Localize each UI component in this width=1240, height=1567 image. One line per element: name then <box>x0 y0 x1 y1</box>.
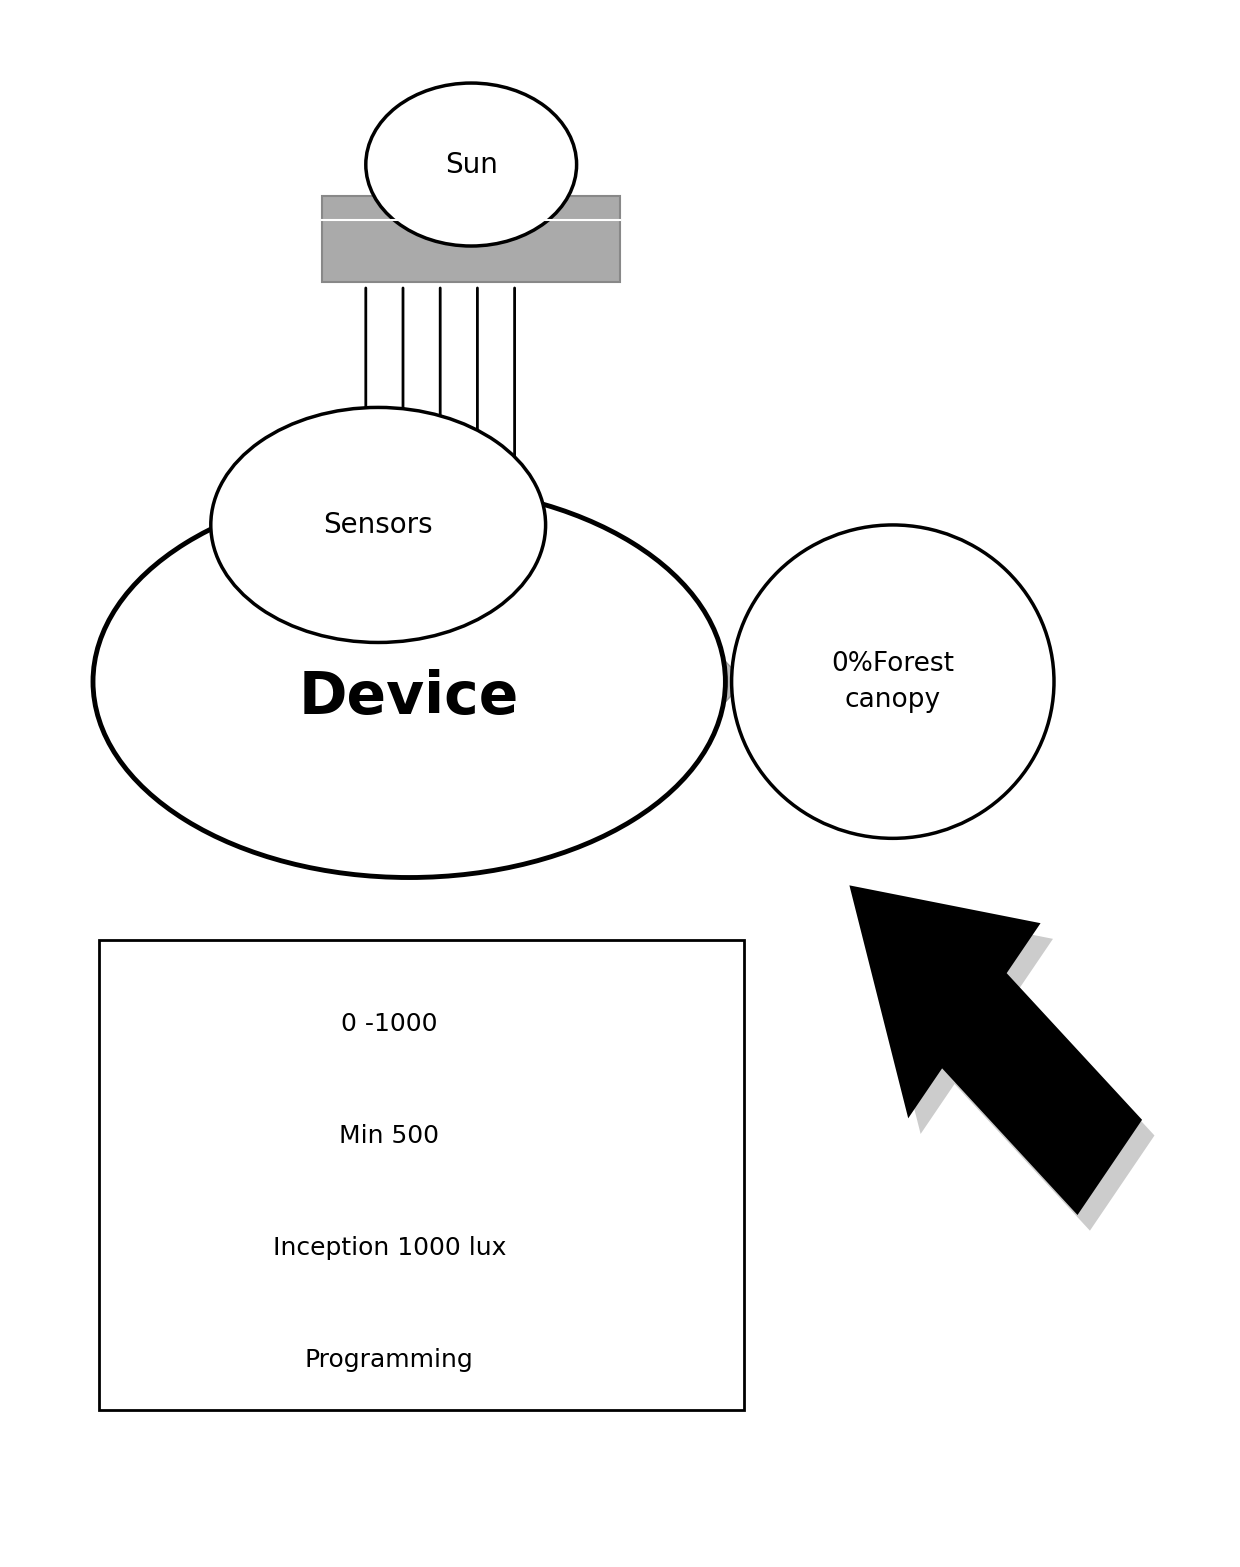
Ellipse shape <box>366 83 577 246</box>
Ellipse shape <box>211 407 546 642</box>
Text: Sensors: Sensors <box>324 511 433 539</box>
Polygon shape <box>849 885 1142 1214</box>
Text: Programming: Programming <box>305 1348 474 1373</box>
Polygon shape <box>862 901 1154 1230</box>
Text: Device: Device <box>299 669 520 726</box>
Text: 0 -1000: 0 -1000 <box>341 1012 438 1036</box>
Text: 0%Forest
canopy: 0%Forest canopy <box>831 650 955 713</box>
FancyBboxPatch shape <box>99 940 744 1410</box>
Ellipse shape <box>732 525 1054 838</box>
Text: Inception 1000 lux: Inception 1000 lux <box>273 1236 506 1260</box>
Text: Sun: Sun <box>445 150 497 179</box>
Ellipse shape <box>93 486 725 878</box>
FancyBboxPatch shape <box>322 196 620 282</box>
Polygon shape <box>632 627 744 736</box>
Text: Min 500: Min 500 <box>340 1124 439 1149</box>
